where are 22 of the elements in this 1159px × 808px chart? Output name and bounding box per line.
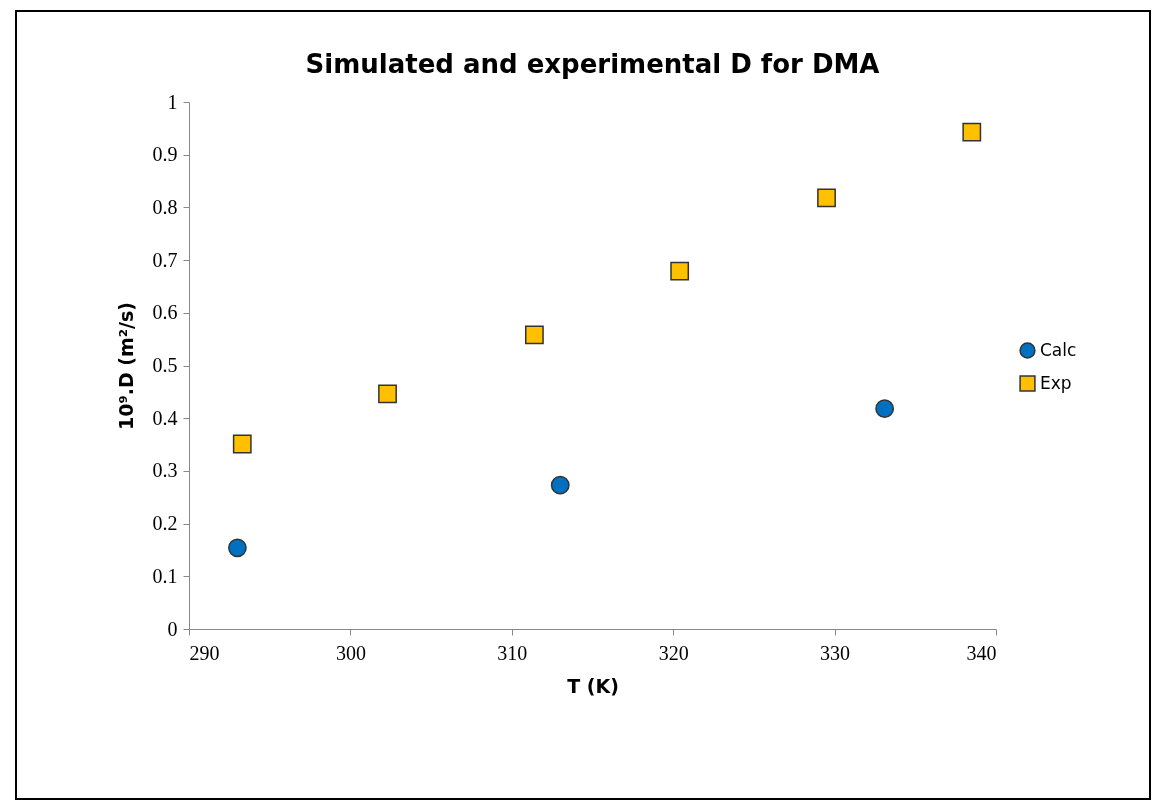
y-tick-label: 0.2 xyxy=(152,512,178,535)
x-tick-label: 300 xyxy=(335,641,366,664)
x-axis-title: T (K) xyxy=(567,674,619,697)
y-tick-label: 1 xyxy=(167,90,178,113)
x-tick-label: 290 xyxy=(189,641,220,664)
chart-title: Simulated and experimental D for DMA xyxy=(305,49,880,79)
y-tick-label: 0 xyxy=(167,617,178,640)
y-tick-label: 0.5 xyxy=(152,354,178,376)
x-tick-label: 320 xyxy=(658,641,689,664)
x-tick-label: 330 xyxy=(820,641,851,664)
x-tick-label: 340 xyxy=(966,641,997,664)
y-axis-title: 10⁹.D (m²/s) xyxy=(114,301,137,431)
y-tick-label: 0.9 xyxy=(152,143,178,166)
y-tick-label: 0.4 xyxy=(152,406,178,429)
y-tick-label: 0.1 xyxy=(152,564,178,587)
legend-label: Calc xyxy=(1040,339,1077,360)
y-tick-label: 0.8 xyxy=(152,195,178,218)
x-tick-label: 310 xyxy=(497,641,528,664)
y-tick-label: 0.6 xyxy=(152,301,178,324)
legend-label: Exp xyxy=(1040,372,1072,393)
y-tick-label: 0.3 xyxy=(152,459,178,482)
y-tick-label: 0.7 xyxy=(152,248,178,271)
